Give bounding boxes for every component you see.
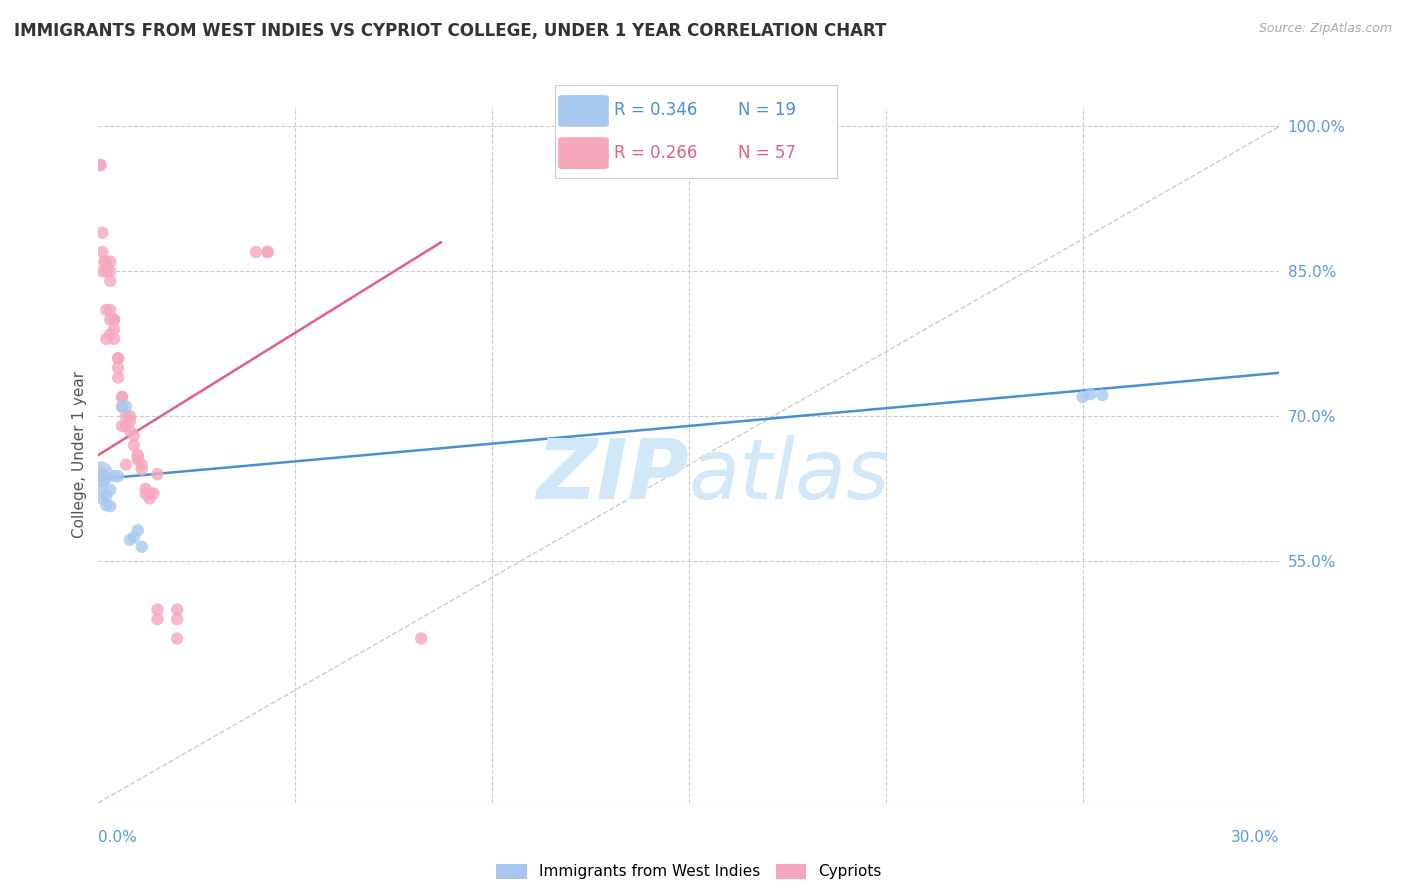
Point (107, 351, 129, 366)
Legend: Immigrants from West Indies, Cypriots: Immigrants from West Indies, Cypriots (491, 857, 887, 886)
Point (111, 400, 134, 414)
Point (256, 244, 278, 259)
Point (115, 419, 138, 434)
Point (103, 322, 125, 336)
Point (107, 351, 129, 366)
Point (107, 370, 129, 384)
Point (115, 458, 138, 472)
Point (127, 452, 149, 467)
Text: Source: ZipAtlas.com: Source: ZipAtlas.com (1258, 22, 1392, 36)
Point (146, 602, 169, 616)
Point (98, 327, 121, 342)
Point (127, 448, 149, 462)
Point (135, 482, 157, 496)
Point (115, 400, 138, 414)
Point (103, 332, 125, 346)
Point (118, 533, 141, 547)
Point (91, 226, 114, 240)
Point (111, 390, 134, 404)
Point (89, 158, 111, 172)
Point (98, 264, 121, 278)
Point (115, 409, 138, 424)
Text: R = 0.266: R = 0.266 (614, 144, 697, 161)
Point (256, 244, 278, 259)
FancyBboxPatch shape (558, 95, 609, 127)
Point (166, 612, 188, 626)
Point (146, 467, 169, 482)
Point (142, 486, 165, 500)
Point (1071, 390, 1094, 404)
Point (127, 523, 149, 537)
Text: 30.0%: 30.0% (1232, 830, 1279, 845)
Y-axis label: College, Under 1 year: College, Under 1 year (72, 371, 87, 539)
Point (93, 472, 115, 486)
Point (98, 254, 121, 268)
Point (122, 530, 145, 544)
Point (98, 499, 121, 513)
Text: ZIP: ZIP (536, 435, 689, 516)
Point (103, 312, 125, 326)
Text: N = 19: N = 19 (738, 102, 796, 120)
Point (135, 486, 157, 500)
Point (91, 491, 114, 506)
Point (122, 428, 145, 442)
Point (245, 244, 267, 259)
Point (98, 303, 121, 318)
Point (96, 498, 118, 512)
Point (118, 409, 141, 424)
Point (166, 602, 188, 616)
Point (98, 483, 121, 497)
Point (103, 469, 125, 483)
Point (131, 540, 153, 554)
Point (96, 332, 118, 346)
Point (91, 264, 114, 278)
Point (1091, 388, 1114, 402)
Point (118, 424, 141, 438)
Point (89, 158, 111, 172)
Point (93, 254, 115, 268)
Text: IMMIGRANTS FROM WEST INDIES VS CYPRIOT COLLEGE, UNDER 1 YEAR CORRELATION CHART: IMMIGRANTS FROM WEST INDIES VS CYPRIOT C… (14, 22, 886, 40)
Point (146, 612, 169, 626)
Point (122, 438, 145, 452)
Point (1080, 387, 1102, 401)
Point (96, 303, 118, 318)
Point (118, 414, 141, 428)
Point (96, 489, 118, 503)
Point (111, 400, 134, 414)
Point (98, 274, 121, 288)
Text: N = 57: N = 57 (738, 144, 796, 161)
Point (98, 312, 121, 326)
Point (91, 244, 114, 259)
Point (411, 632, 433, 646)
Point (91, 482, 114, 496)
Point (131, 462, 153, 476)
Point (111, 390, 134, 404)
Text: 0.0%: 0.0% (98, 830, 138, 845)
Point (103, 312, 125, 326)
FancyBboxPatch shape (558, 137, 609, 169)
Text: atlas: atlas (689, 435, 890, 516)
Point (107, 469, 129, 483)
Point (96, 254, 118, 268)
Point (107, 361, 129, 376)
Point (138, 491, 160, 506)
Point (131, 458, 153, 472)
Point (166, 632, 188, 646)
Point (96, 264, 118, 278)
Point (111, 419, 134, 434)
Point (127, 450, 149, 464)
Text: R = 0.346: R = 0.346 (614, 102, 697, 120)
Point (138, 486, 160, 500)
Point (89, 467, 111, 482)
Point (91, 467, 114, 482)
